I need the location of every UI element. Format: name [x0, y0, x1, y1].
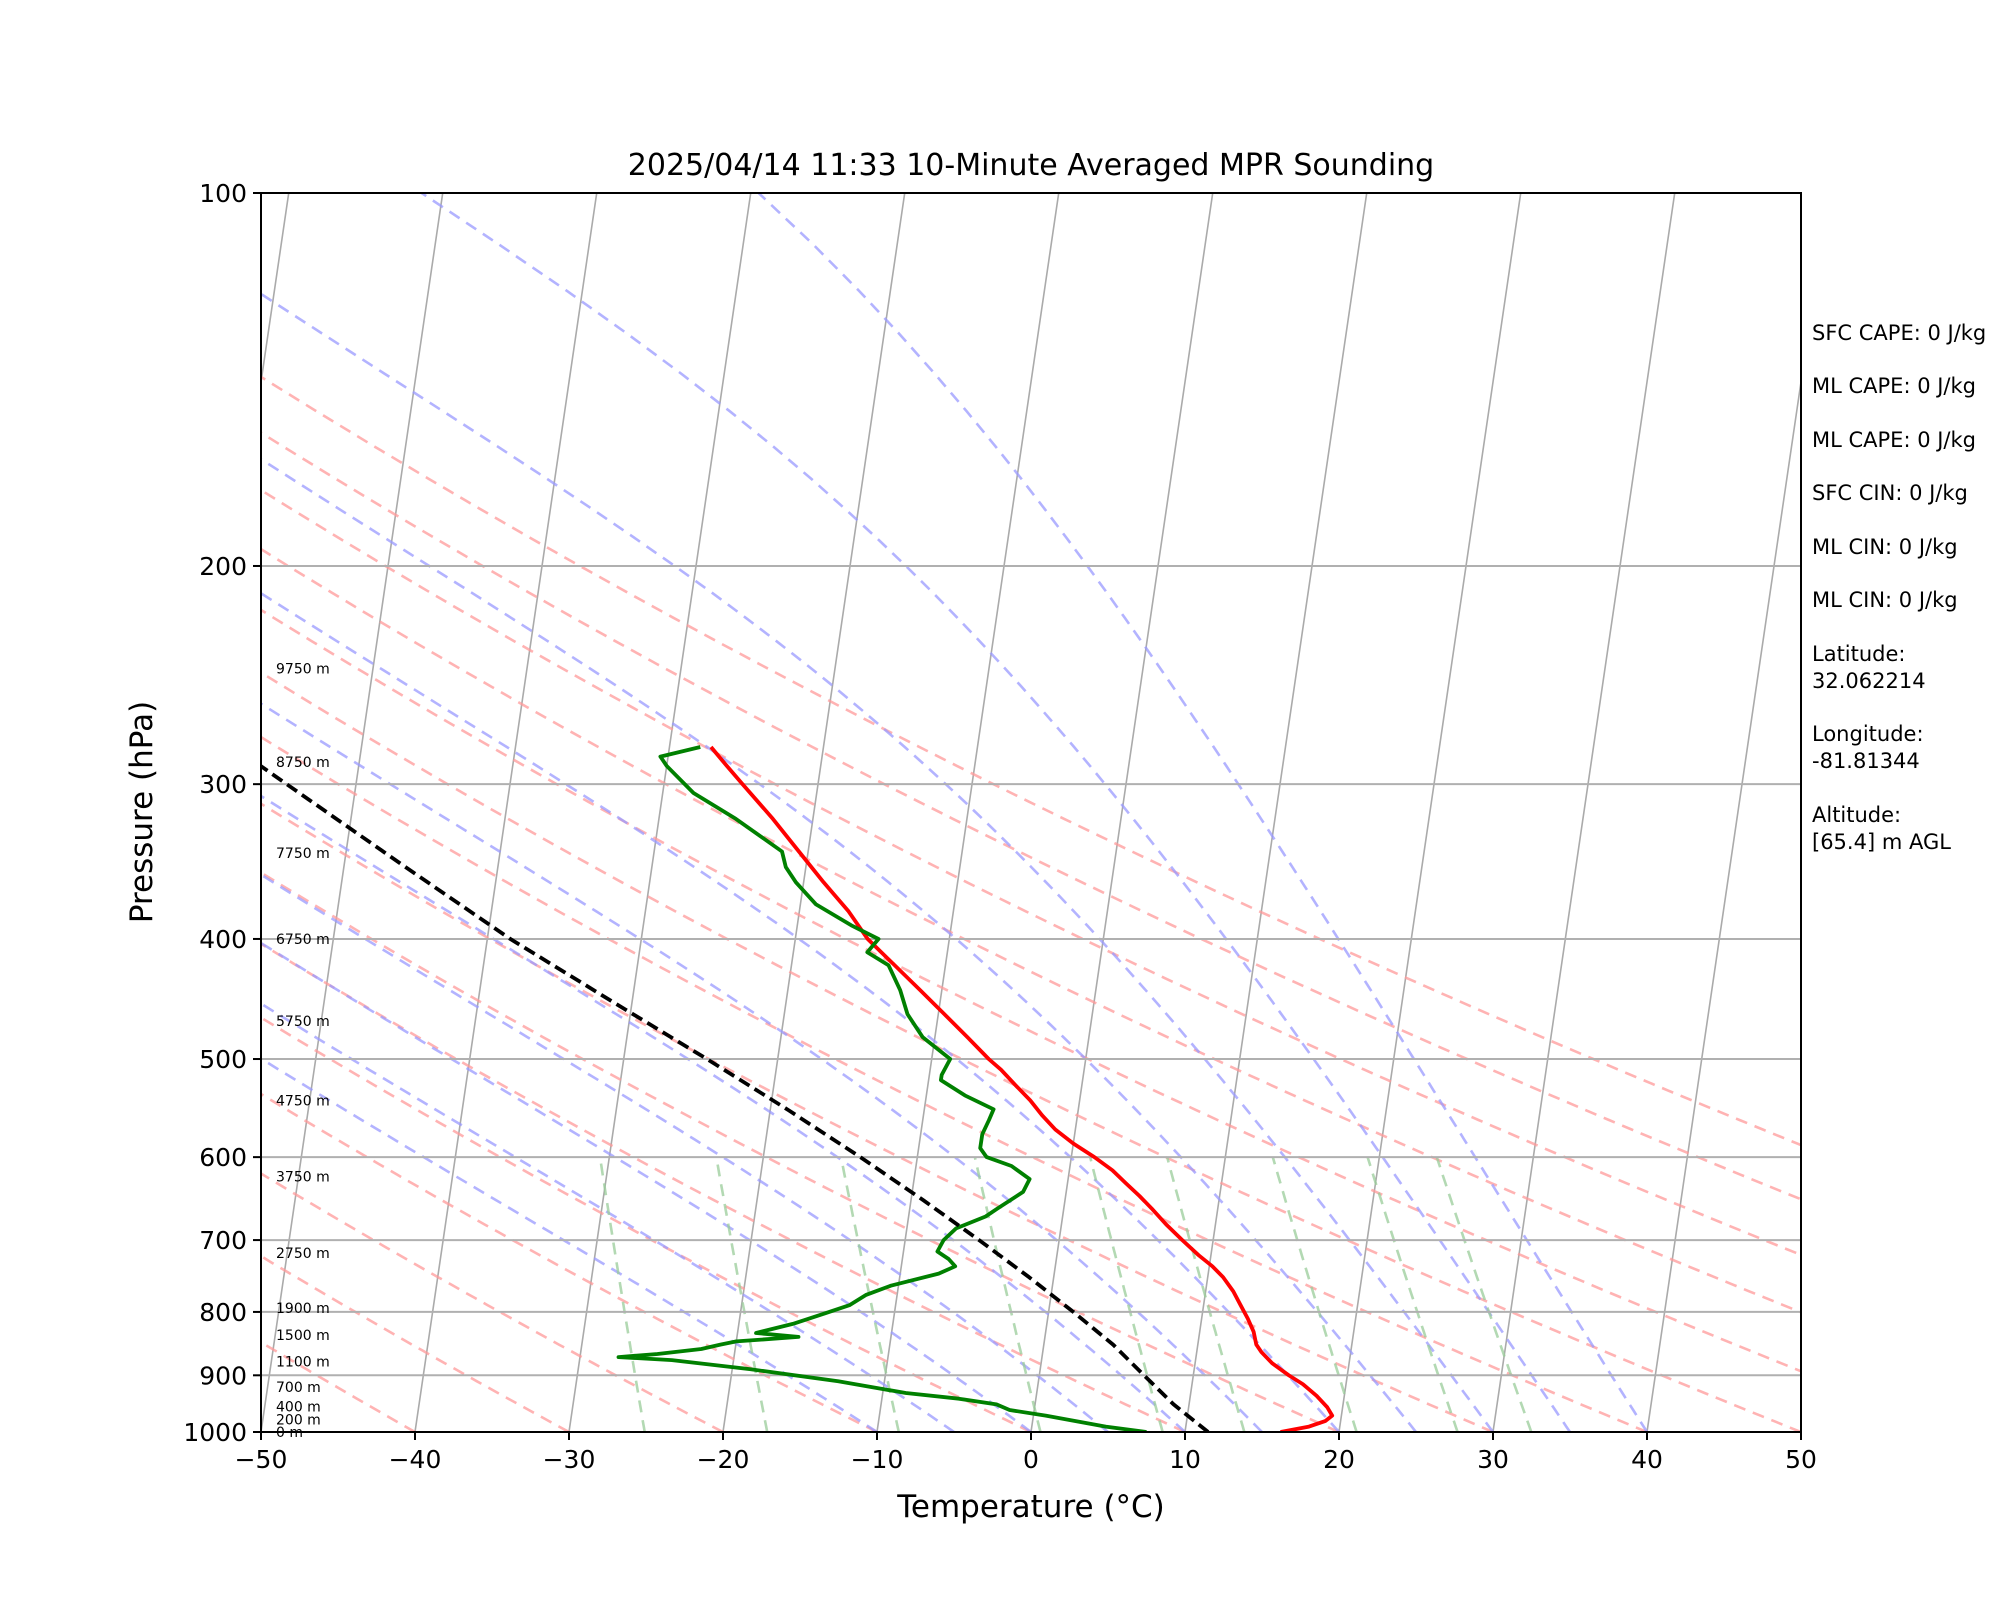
parcel-profile [261, 763, 1210, 1432]
y-tick-label: 300 [199, 770, 247, 799]
isobar-gridlines [261, 564, 1801, 1377]
y-tick-label: 500 [199, 1045, 247, 1074]
height-label: 6750 m [276, 932, 330, 948]
y-tick-label: 600 [199, 1143, 247, 1172]
height-label: 2750 m [276, 1246, 330, 1262]
x-tick-label: −50 [235, 1445, 288, 1474]
dry-adiabat [261, 375, 1801, 1147]
moist-adiabat [261, 292, 1495, 1432]
dry-adiabat [261, 1172, 724, 1432]
x-tick-label: −30 [543, 1445, 596, 1474]
longitude-label: Longitude: [1812, 722, 1924, 746]
temperature-profile [709, 745, 1335, 1432]
height-label: 9750 m [276, 662, 330, 678]
height-label: 8750 m [276, 755, 330, 771]
moist-adiabat [261, 1002, 955, 1432]
isotherm-line [1338, 193, 1522, 1432]
isotherm-line [1184, 193, 1368, 1432]
info-panel: SFC CAPE: 0 J/kg ML CAPE: 0 J/kg ML CAPE… [1812, 321, 1986, 854]
y-tick-label: 900 [199, 1361, 247, 1390]
y-tick-label: 1000 [183, 1418, 247, 1447]
dry-adiabat [261, 431, 1801, 1201]
isotherm-line [414, 193, 598, 1432]
x-tick-label: 0 [1023, 1445, 1039, 1474]
height-label: 5750 m [276, 1014, 330, 1030]
ml-cin-text: ML CIN: 0 J/kg [1812, 535, 1958, 559]
ml-cape-text-2: ML CAPE: 0 J/kg [1812, 428, 1976, 452]
y-axis: 100 200 300 400 500 600 700 800 900 1000 [183, 179, 261, 1447]
profile-lines [261, 745, 1335, 1432]
dry-adiabat [261, 671, 1801, 1432]
y-tick-label: 400 [199, 925, 247, 954]
y-tick-label: 800 [199, 1298, 247, 1327]
x-tick-label: 20 [1323, 1445, 1355, 1474]
height-label: 7750 m [276, 846, 330, 862]
moist-adiabat [757, 193, 1649, 1432]
isotherm-line [1030, 193, 1214, 1432]
dry-adiabat [261, 608, 1801, 1373]
height-label: 1100 m [276, 1354, 330, 1370]
dry-adiabat [261, 547, 1801, 1314]
latitude-value: 32.062214 [1812, 669, 1926, 693]
isotherm-line [261, 193, 444, 1432]
isotherm-line [1492, 193, 1676, 1432]
y-tick-label: 100 [199, 179, 247, 208]
chart-title: 2025/04/14 11:33 10-Minute Averaged MPR … [628, 148, 1434, 183]
y-tick-label: 700 [199, 1226, 247, 1255]
moist-adiabat [261, 1057, 878, 1432]
isotherm-line [568, 193, 752, 1432]
sfc-cin-text: SFC CIN: 0 J/kg [1812, 481, 1968, 505]
height-label: 200 m [276, 1412, 321, 1428]
ml-cape-text: ML CAPE: 0 J/kg [1812, 374, 1976, 398]
moist-adiabat [261, 794, 1186, 1432]
x-tick-label: −10 [851, 1445, 904, 1474]
height-label: 1900 m [276, 1301, 330, 1317]
ml-cin-text-2: ML CIN: 0 J/kg [1812, 588, 1958, 612]
isotherm-line [722, 193, 906, 1432]
height-label: 3750 m [276, 1170, 330, 1186]
moist-adiabat [420, 193, 1572, 1432]
sfc-cape-text: SFC CAPE: 0 J/kg [1812, 321, 1986, 345]
longitude-value: -81.81344 [1812, 749, 1920, 773]
altitude-label: Altitude: [1812, 803, 1901, 827]
y-tick-label: 200 [199, 552, 247, 581]
isotherm-line [876, 193, 1060, 1432]
latitude-label: Latitude: [1812, 642, 1906, 666]
x-axis-label: Temperature (°C) [896, 1489, 1165, 1525]
x-tick-label: −20 [697, 1445, 750, 1474]
dry-adiabat [261, 735, 1648, 1432]
moist-adiabat [261, 941, 1032, 1432]
height-label: 400 m [276, 1400, 321, 1416]
moist-adiabat [261, 702, 1263, 1432]
reference-lines [261, 193, 1801, 1432]
dry-adiabat [261, 942, 1186, 1432]
moist-adiabat [261, 457, 1418, 1432]
x-tick-label: 30 [1477, 1445, 1509, 1474]
dewpoint-profile [616, 745, 1147, 1432]
y-axis-label: Pressure (hPa) [124, 701, 160, 923]
dry-adiabat [261, 1092, 878, 1432]
dry-adiabat [261, 488, 1801, 1257]
isotherm-line [1646, 376, 1801, 1432]
x-tick-label: 50 [1785, 1445, 1817, 1474]
x-axis: −50 −40 −30 −20 −10 0 10 20 30 40 50 [235, 1432, 1817, 1474]
x-tick-label: 10 [1169, 1445, 1201, 1474]
x-tick-label: 40 [1631, 1445, 1663, 1474]
x-tick-label: −40 [389, 1445, 442, 1474]
height-label: 700 m [276, 1380, 321, 1396]
height-label: 1500 m [276, 1328, 330, 1344]
height-label: 4750 m [276, 1093, 330, 1109]
dry-adiabat [261, 871, 1340, 1432]
moist-adiabat [261, 873, 1109, 1432]
altitude-value: [65.4] m AGL [1812, 830, 1951, 854]
